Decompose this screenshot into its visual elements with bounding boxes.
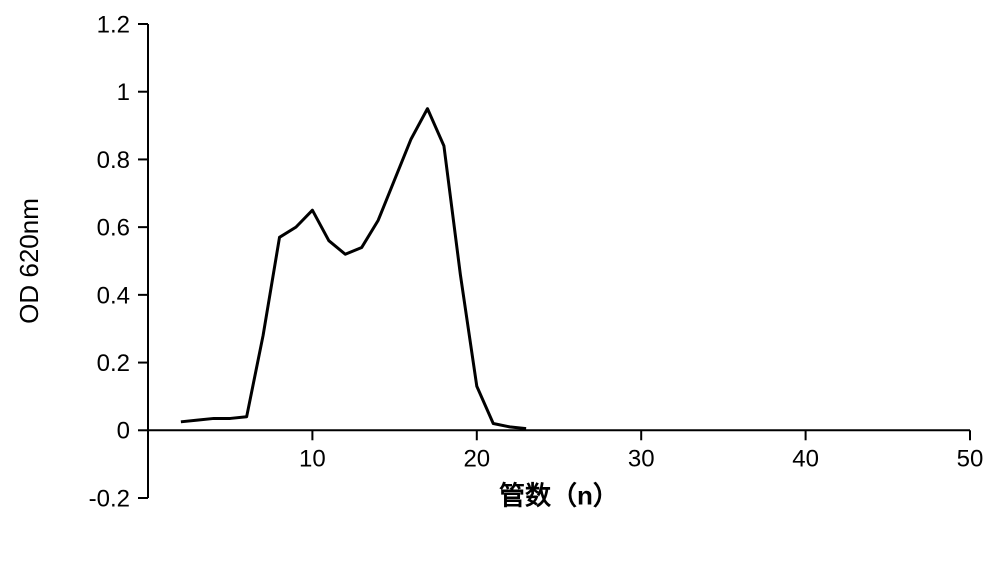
line-chart: 10 20 30 40 50 -0.2 0 0.2 0.4 0.6 0.8 1 1.2 管数（n） OD 6… bbox=[0, 0, 1000, 582]
chart-container: 10 20 30 40 50 -0.2 0 0.2 0.4 0.6 0.8 1 1.2 管数（n） OD 6… bbox=[0, 0, 1000, 582]
x-tick-label: 30 bbox=[628, 445, 655, 472]
x-tick-label: 10 bbox=[299, 445, 326, 472]
y-tick-label: 0.6 bbox=[97, 215, 130, 242]
y-tick-label: 0.8 bbox=[97, 147, 130, 174]
x-tick-label: 20 bbox=[463, 445, 490, 472]
x-tick-label: 50 bbox=[957, 445, 984, 472]
y-axis-label: OD 620nm bbox=[14, 198, 44, 324]
y-tick-label: -0.2 bbox=[89, 485, 130, 512]
y-tick-label: 1 bbox=[117, 79, 130, 106]
y-tick-label: 0.2 bbox=[97, 350, 130, 377]
x-axis-label: 管数（n） bbox=[499, 480, 619, 510]
y-tick-label: 1.2 bbox=[97, 11, 130, 38]
y-tick-label: 0 bbox=[117, 418, 130, 445]
y-tick-label: 0.4 bbox=[97, 282, 130, 309]
x-tick-label: 40 bbox=[792, 445, 819, 472]
